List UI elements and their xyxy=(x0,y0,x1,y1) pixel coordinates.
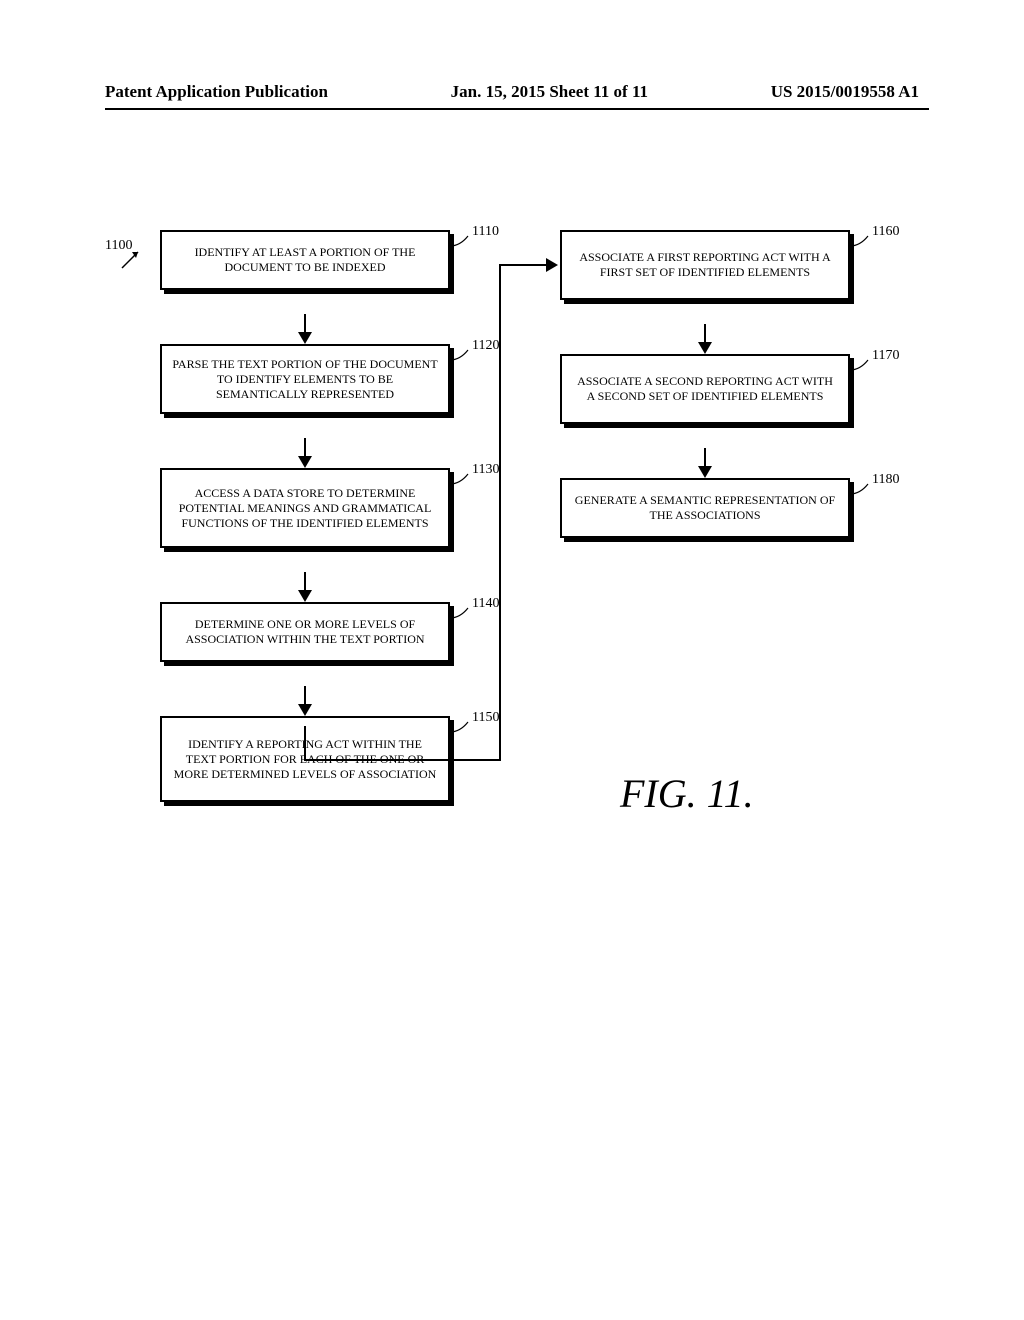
flowchart: 1100 IDENTIFY AT LEAST A PORTION OF THE … xyxy=(0,220,1024,1040)
page: Patent Application Publication Jan. 15, … xyxy=(0,0,1024,1320)
figure-label: FIG. 11. xyxy=(620,770,754,817)
page-header: Patent Application Publication Jan. 15, … xyxy=(0,82,1024,102)
header-center: Jan. 15, 2015 Sheet 11 of 11 xyxy=(451,82,648,102)
header-right: US 2015/0019558 A1 xyxy=(771,82,919,102)
header-left: Patent Application Publication xyxy=(105,82,328,102)
cross-connector-svg xyxy=(0,220,1024,1040)
header-rule xyxy=(105,108,929,110)
